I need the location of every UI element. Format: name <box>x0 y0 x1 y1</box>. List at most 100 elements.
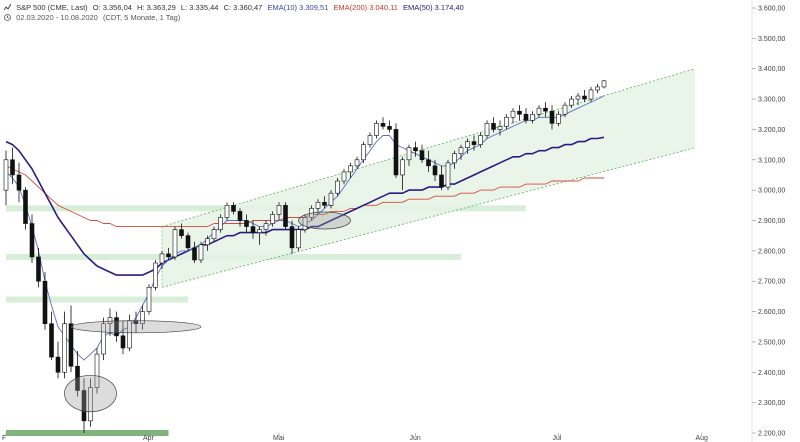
candle-body <box>387 126 392 130</box>
candle <box>348 162 353 178</box>
candle <box>283 202 288 230</box>
ema10-legend: EMA(10) 3.309,51 <box>267 3 329 12</box>
candle <box>192 241 197 263</box>
date-range: 02.03.2020 - 10.08.2020 <box>16 13 98 22</box>
highlight-ellipses <box>64 211 351 413</box>
candle <box>231 202 236 215</box>
candle <box>543 102 548 118</box>
candle-body <box>510 110 516 118</box>
candle <box>595 83 600 93</box>
candle-body <box>192 247 197 261</box>
candle <box>536 105 542 118</box>
candle <box>29 214 35 263</box>
candle-body <box>94 353 100 388</box>
candle-body <box>517 110 522 115</box>
candle <box>94 348 100 394</box>
candle <box>465 138 470 154</box>
candle-body <box>374 123 379 136</box>
candle <box>432 159 438 182</box>
candle <box>237 208 243 227</box>
candle <box>257 226 262 245</box>
candle-body <box>153 262 158 288</box>
candle-body <box>367 135 373 145</box>
candle-body <box>68 323 74 367</box>
candle-body <box>185 235 191 249</box>
candle <box>471 135 477 151</box>
candle-body <box>458 147 464 155</box>
candle-body <box>393 129 399 176</box>
candle-body <box>341 171 347 182</box>
candle-body <box>348 165 353 173</box>
candle <box>88 378 93 427</box>
candle <box>419 144 425 163</box>
candle-body <box>42 280 48 325</box>
candle <box>153 259 158 291</box>
x-tick-label: Jul <box>553 435 562 442</box>
candle <box>302 214 308 233</box>
candle-body <box>205 238 210 246</box>
candle-body <box>335 180 340 194</box>
candle <box>361 141 366 163</box>
candle-body <box>250 226 256 233</box>
x-axis: F Apr Mai Jun Jul Aug <box>2 433 708 442</box>
candle <box>439 165 444 191</box>
candle <box>120 320 126 355</box>
candle <box>426 150 431 172</box>
candle <box>114 311 119 342</box>
candle <box>205 235 210 251</box>
candle <box>452 150 457 169</box>
candle <box>3 150 9 206</box>
candle <box>322 196 327 209</box>
channel-fill <box>162 68 695 288</box>
candle-body <box>81 390 87 422</box>
highlight-ellipse <box>70 320 202 334</box>
candle-body <box>530 113 535 121</box>
candle-body <box>62 323 67 373</box>
candle-body <box>432 165 438 176</box>
ema200-legend: EMA(200) 3.040,11 <box>333 3 398 12</box>
candle-body <box>569 98 574 106</box>
candle <box>478 132 483 148</box>
candle-body <box>439 174 444 188</box>
candle <box>556 111 561 127</box>
candle <box>101 317 106 361</box>
y-tick-label: 3.200,00 <box>758 127 785 134</box>
candle <box>458 144 464 160</box>
candle <box>393 123 399 178</box>
candle <box>211 226 217 242</box>
y-tick-label: 2.200,00 <box>758 431 785 438</box>
candle-body <box>88 387 93 422</box>
candle-body <box>198 244 204 261</box>
candle <box>530 111 535 124</box>
candle <box>341 168 347 185</box>
candle-body <box>296 229 301 249</box>
close-value: C: 3.360,47 <box>223 3 263 12</box>
candle <box>335 178 340 197</box>
candle <box>172 226 178 260</box>
candle <box>367 132 373 148</box>
candle-body <box>588 89 594 100</box>
candle <box>497 120 503 136</box>
y-axis: 2.200,00 2.300,00 2.400,00 2.500,00 2.600,00… <box>752 6 785 438</box>
candle <box>270 211 275 227</box>
candle <box>289 220 295 254</box>
candle-body <box>120 335 126 349</box>
candle <box>42 272 48 330</box>
trend-channel <box>161 68 696 288</box>
x-tick-label: Mai <box>273 435 285 442</box>
price-zone <box>6 296 188 303</box>
candle <box>166 247 171 260</box>
candle <box>62 311 67 379</box>
candle-body <box>16 174 22 191</box>
high-value: H: 3.363,29 <box>137 3 176 12</box>
candle <box>491 117 496 133</box>
candle <box>23 187 28 230</box>
candle-body <box>55 356 61 373</box>
x-tick-label: Jun <box>410 435 421 442</box>
candle-body <box>575 95 581 100</box>
candle <box>562 102 568 118</box>
candle <box>569 96 574 109</box>
chart-icon <box>3 3 12 11</box>
candle <box>263 220 269 236</box>
